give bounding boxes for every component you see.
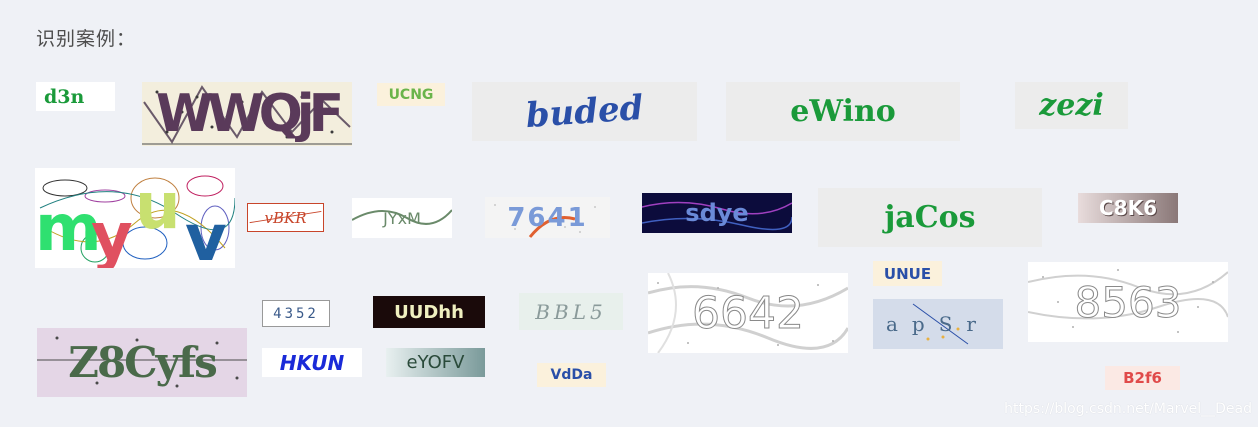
captcha-text: BBL5 — [535, 299, 607, 324]
captcha-image: UUDhh — [373, 296, 485, 328]
captcha-text: UCNG — [388, 86, 434, 103]
captcha-text: 6642 — [692, 287, 805, 339]
captcha-image: VdDa — [537, 363, 606, 387]
captcha-image: Z8Cyfs — [37, 328, 247, 397]
captcha-noise — [352, 209, 452, 225]
svg-text:m: m — [35, 192, 102, 266]
captcha-text: jaCos — [884, 200, 976, 235]
captcha-text: HKUN — [279, 350, 345, 375]
svg-text:v: v — [185, 202, 227, 268]
captcha-image: HKUN — [262, 348, 362, 377]
captcha-image: sdye — [642, 193, 792, 233]
captcha-text: eWino — [790, 94, 896, 129]
captcha-noise — [642, 201, 792, 231]
captcha-text: apSr — [886, 312, 990, 336]
captcha-noise — [249, 210, 322, 224]
captcha-text: UUDhh — [394, 301, 464, 323]
captcha-image: 4352 — [262, 300, 330, 327]
svg-text:y: y — [91, 200, 133, 268]
captcha-text: zezi — [1039, 88, 1104, 123]
captcha-image: JYxM — [352, 198, 452, 238]
captcha-text: eYOFV — [406, 352, 465, 373]
captcha-text: JYxM — [383, 208, 421, 228]
captcha-image: d3n — [36, 82, 115, 111]
captcha-text: Z8Cyfs — [68, 338, 217, 387]
captcha-text: vBKR — [264, 208, 307, 227]
captcha-image: apSr — [873, 299, 1003, 349]
captcha-image: WWQjF — [142, 82, 352, 146]
captcha-text: WWQjF — [155, 84, 344, 144]
captcha-text: UNUE — [883, 264, 932, 283]
captcha-noise — [912, 303, 969, 345]
captcha-noise — [37, 336, 247, 388]
captcha-text: B2f6 — [1123, 369, 1162, 387]
captcha-image: 7641 — [485, 197, 610, 238]
captcha-image: UNUE — [873, 261, 942, 286]
captcha-image: buded — [472, 82, 697, 141]
captcha-noise — [494, 204, 596, 238]
captcha-image: BBL5 — [519, 293, 623, 330]
captcha-text: 7641 — [507, 202, 588, 233]
captcha-image: vBKR — [247, 203, 324, 232]
watermark: https://blog.csdn.net/Marvel__Dead — [1004, 401, 1252, 417]
captcha-image: zezi — [1015, 82, 1128, 129]
captcha-noise — [142, 85, 352, 145]
captcha-image: eWino — [726, 82, 960, 141]
captcha-image: jaCos — [818, 188, 1042, 247]
captcha-text: sdye — [685, 199, 749, 227]
captcha-noise — [648, 273, 848, 353]
captcha-text: 8563 — [1074, 277, 1182, 327]
captcha-image: C8K6 — [1078, 193, 1178, 223]
captcha-noise — [39, 175, 235, 263]
captcha-image: B2f6 — [1105, 366, 1180, 390]
captcha-text: d3n — [44, 85, 85, 108]
captcha-glyphs: m y u v — [35, 170, 227, 268]
captcha-image: UCNG — [377, 83, 445, 106]
captcha-text: buded — [524, 87, 645, 136]
captcha-text: VdDa — [550, 367, 593, 383]
captcha-text: C8K6 — [1098, 196, 1157, 220]
captcha-image: 6642 — [648, 273, 848, 353]
page-heading: 识别案例： — [36, 28, 137, 50]
captcha-image: eYOFV — [386, 348, 485, 377]
captcha-image: m y u v — [35, 168, 235, 268]
captcha-noise — [1028, 269, 1228, 333]
captcha-text: 4352 — [273, 305, 319, 322]
svg-text:u: u — [135, 170, 181, 244]
captcha-image: 8563 — [1028, 262, 1228, 342]
